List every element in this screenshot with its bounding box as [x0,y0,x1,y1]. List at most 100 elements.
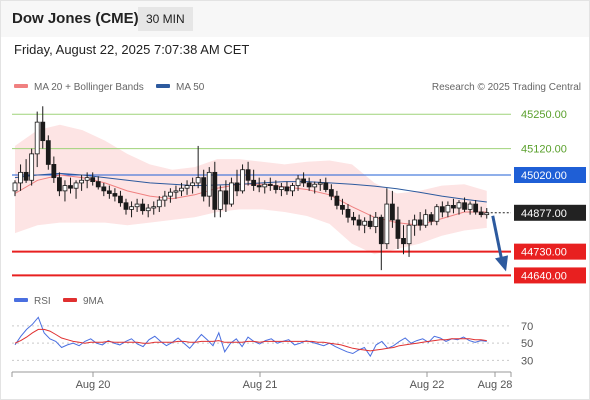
candle-body-up [240,169,245,192]
candle [284,181,290,195]
candle-body-down [340,204,345,210]
candle [362,217,368,234]
candle [29,148,35,186]
rsi-legend: RSI 9MA [14,296,104,307]
candle [267,177,273,191]
candle [62,180,68,202]
candle-body-down [223,190,229,205]
x-tick-label: Aug 22 [410,379,445,391]
candle-body-up [29,153,35,181]
candle [340,198,345,215]
candle-body-up [312,183,318,188]
candle-body-down [439,206,445,213]
source-credit: Research © 2025 Trading Central [432,82,581,93]
candle [428,212,434,226]
candle-body-up [445,204,451,213]
candle-body-up [456,202,462,209]
candle [245,161,251,186]
candle-body-down [101,186,107,192]
rsi-legend-label: RSI [34,296,51,307]
candle [145,204,151,218]
candle [328,184,334,201]
candle-body-down [401,238,406,245]
candle-body-down [51,164,57,179]
candle [467,201,473,215]
projection-arrow-shaft [491,215,504,262]
candle [234,169,240,197]
level-label-pivot: 45020.00 [521,170,567,182]
candle-body-down [356,219,362,226]
rsi-ma-line [14,328,487,352]
candle-body-down [284,186,290,192]
candle [118,190,123,207]
candle-body-up [173,190,179,193]
candle [356,214,362,231]
candle [345,204,351,223]
projection-arrow-head [495,255,508,272]
candle [323,177,329,193]
candle-body-down [256,185,262,188]
candle-body-down [57,177,62,192]
candle [229,177,234,207]
candle-body-down [23,171,29,181]
rsi-tick-label: 30 [521,355,533,367]
candle-body-down [478,211,484,216]
candle-body-down [378,216,384,245]
candle-body-up [484,212,490,216]
candle-body-up [373,216,379,227]
price-levels [12,113,511,277]
candle-body-up [12,182,18,192]
candle-body-up [145,207,151,212]
candle [473,200,479,215]
ma50-legend-swatch [156,84,170,88]
candle [167,188,173,203]
rsi-panel: 70 50 30 [12,316,533,367]
candle-body-up [129,206,134,210]
level-label-box-support [514,267,586,284]
candle-body-up [206,171,212,197]
rsi-tick-label: 50 [521,338,533,350]
candle-body-down [123,202,129,210]
level-label-box-pivot [514,167,586,183]
candle [278,182,284,197]
candle [240,164,245,194]
candle [190,177,196,194]
candle [79,175,84,191]
candle [439,201,445,218]
bollinger-band-area [15,124,487,255]
candle [351,212,356,226]
candle-body-up [290,185,295,192]
interval-button[interactable]: 30 MIN [138,7,193,31]
candle-body-up [156,199,162,208]
candle [90,172,96,186]
candle [23,159,29,183]
candle-body-down [389,203,395,221]
candle [251,169,257,191]
candle-body-up [184,185,190,189]
candle-body-up [134,203,140,208]
candle [462,197,467,212]
candle-body-down [112,193,118,197]
candle-body-down [428,214,434,222]
candle-body-down [40,121,46,142]
candle [312,181,318,194]
candle [51,156,57,183]
candle-body-up [384,203,390,245]
candle-body-up [278,186,284,190]
candle-body-up [34,121,40,155]
candle [451,198,456,214]
candle [68,177,73,194]
candle [484,208,490,219]
ma20-legend-swatch [14,84,28,88]
level-label-support: 44730.00 [521,247,567,259]
candle [417,212,423,231]
candle-body-down [473,203,479,213]
candle-body-down [201,177,207,197]
rsi-line [14,316,487,358]
candle [95,176,101,190]
candle-body-down [234,182,240,192]
ma50-legend-label: MA 50 [176,82,205,93]
candle-body-down [417,219,423,226]
candle [423,209,429,228]
candle-body-down [328,189,334,197]
